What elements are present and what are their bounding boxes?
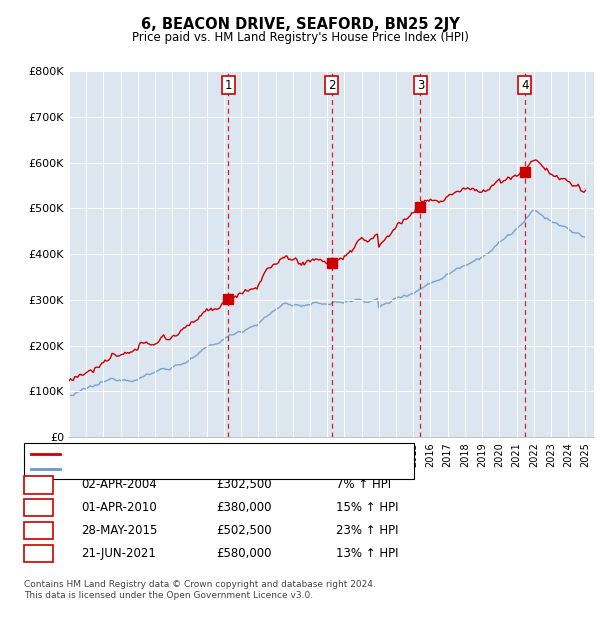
Text: 2: 2 — [328, 79, 335, 92]
Text: 13% ↑ HPI: 13% ↑ HPI — [336, 547, 398, 560]
Text: Price paid vs. HM Land Registry's House Price Index (HPI): Price paid vs. HM Land Registry's House … — [131, 31, 469, 44]
Text: HPI: Average price, detached house, Lewes: HPI: Average price, detached house, Lewe… — [65, 464, 290, 474]
Text: £580,000: £580,000 — [216, 547, 271, 560]
Text: 23% ↑ HPI: 23% ↑ HPI — [336, 525, 398, 537]
Text: 4: 4 — [521, 79, 529, 92]
Text: 28-MAY-2015: 28-MAY-2015 — [81, 525, 157, 537]
Text: 21-JUN-2021: 21-JUN-2021 — [81, 547, 156, 560]
Text: 2: 2 — [35, 502, 42, 514]
Text: 7% ↑ HPI: 7% ↑ HPI — [336, 479, 391, 491]
Text: £380,000: £380,000 — [216, 502, 271, 514]
Text: 3: 3 — [35, 525, 42, 537]
Text: £302,500: £302,500 — [216, 479, 272, 491]
Text: 02-APR-2004: 02-APR-2004 — [81, 479, 157, 491]
Text: 1: 1 — [35, 479, 42, 491]
Text: £502,500: £502,500 — [216, 525, 272, 537]
Text: 01-APR-2010: 01-APR-2010 — [81, 502, 157, 514]
Text: 1: 1 — [224, 79, 232, 92]
Text: 3: 3 — [417, 79, 424, 92]
Text: 6, BEACON DRIVE, SEAFORD, BN25 2JY: 6, BEACON DRIVE, SEAFORD, BN25 2JY — [140, 17, 460, 32]
Text: 6, BEACON DRIVE, SEAFORD, BN25 2JY (detached house): 6, BEACON DRIVE, SEAFORD, BN25 2JY (deta… — [65, 450, 362, 459]
Text: 4: 4 — [35, 547, 42, 560]
Text: Contains HM Land Registry data © Crown copyright and database right 2024.
This d: Contains HM Land Registry data © Crown c… — [24, 580, 376, 601]
Text: 15% ↑ HPI: 15% ↑ HPI — [336, 502, 398, 514]
